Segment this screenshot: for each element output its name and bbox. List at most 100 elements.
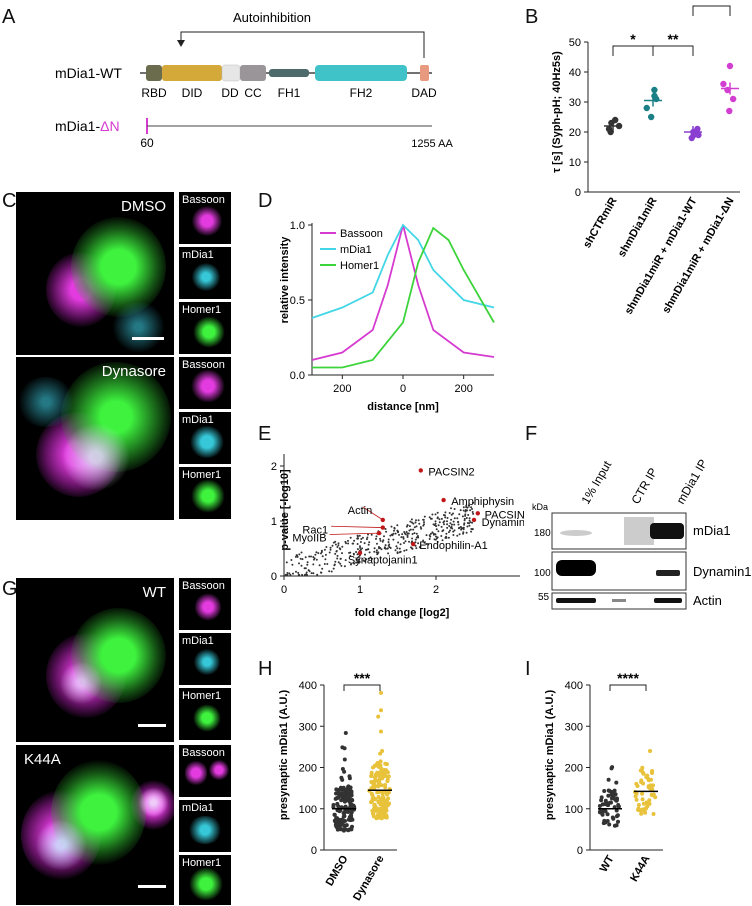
chart-e-point: [411, 540, 413, 543]
chart-e-point: [413, 526, 416, 529]
chart-e-point: [461, 515, 464, 518]
domain-label-dd: DD: [221, 86, 239, 100]
chart-point: [346, 810, 351, 814]
chart-e-point: [435, 535, 437, 538]
chart-e-point: [339, 562, 342, 565]
chart-e: p-value [-log10] 00 1 1 2 2 PACSIN2 Amphiphys…: [271, 454, 524, 619]
chart-point: [634, 797, 639, 802]
chart-e-xtick-label: 0: [281, 584, 287, 596]
chart-e-point: [376, 552, 379, 555]
chart-point: [332, 812, 337, 817]
chart-e-point: [446, 520, 448, 523]
chart-point: [611, 816, 616, 821]
chart-e-ytick-label: 1: [271, 516, 277, 528]
condition-label-dmso: DMSO: [121, 198, 166, 215]
chart-point: [606, 788, 611, 793]
chart-e-point: [396, 530, 399, 533]
band-label-dynamin1: Dynamin1: [693, 564, 752, 579]
chart-e-point: [356, 556, 359, 559]
chart-point: [606, 801, 611, 806]
chart-ytick-label: 200: [299, 763, 317, 775]
chart-b-point: [643, 104, 650, 112]
chart-point: [636, 807, 641, 812]
chart-e-point: [415, 525, 418, 528]
domain-fh1: [269, 69, 309, 77]
chart-e-point: [285, 561, 288, 564]
chart-point: [339, 798, 344, 803]
chart-point: [384, 813, 389, 818]
chart-e-point: [360, 538, 363, 540]
chart-e-point: [444, 511, 447, 514]
chart-e-point: [328, 570, 331, 573]
chart-e-point: [332, 567, 335, 570]
chart-point: [603, 798, 608, 803]
chart-e-point: [415, 532, 418, 535]
chart-e-point: [470, 530, 473, 533]
chart-e-point: [442, 521, 445, 524]
chart-e-point: [464, 509, 467, 511]
chart-e-point: [315, 558, 318, 561]
chart-e-point: [359, 546, 362, 549]
chart-point: [375, 790, 380, 795]
chart-e-point: [381, 540, 384, 543]
chart-e-point: [436, 537, 438, 540]
chart-e-point: [379, 539, 382, 542]
chart-e-point: [406, 532, 409, 535]
chart-e-point: [375, 537, 377, 540]
chart-e-point: [336, 546, 339, 548]
chart-e-point: [336, 557, 339, 560]
chart-point: [344, 823, 349, 828]
chart-e-point: [419, 526, 422, 529]
chart-e-point: [358, 534, 361, 537]
chart-e-point: [412, 528, 415, 531]
chart-e-xtick-label: 1: [357, 584, 363, 596]
chart-e-point: [468, 517, 471, 520]
kda-label: kDa: [532, 502, 548, 512]
condition-label-dynasore: Dynasore: [101, 363, 166, 380]
chart-e-point: [304, 556, 307, 559]
chart-e-point: [355, 561, 358, 564]
chart-point: [340, 767, 345, 771]
scale-bar: [138, 724, 166, 727]
chart-e-point: [356, 553, 359, 556]
chart-e-point: [392, 538, 395, 541]
chart-e-point: [430, 532, 432, 535]
chart-e-point: [310, 572, 313, 575]
chart-e-hit: [357, 550, 363, 556]
chart-point: [347, 774, 352, 779]
chart-point: [614, 780, 619, 785]
chart-point: [651, 783, 655, 788]
micrograph-k44a: K44A: [16, 745, 174, 905]
chart-e-point: [423, 515, 426, 518]
chart-h-ylabel: presynaptic mDia1 (A.U.): [278, 690, 290, 821]
chart-e-point: [384, 528, 387, 530]
chart-e-point: [393, 529, 395, 532]
chart-point: [641, 771, 646, 776]
chart-e-point: [425, 534, 428, 537]
chart-sig-label: ****: [617, 670, 639, 686]
chart-e-point: [422, 524, 425, 527]
chart-e-point: [326, 563, 329, 565]
chart-point: [369, 786, 374, 791]
thumb-g2-homer1: Homer1: [179, 855, 231, 905]
chart-point: [639, 768, 644, 773]
chart-ytick-label: 100: [565, 804, 583, 816]
chart-e-point: [398, 547, 401, 550]
chart-e-point: [468, 522, 470, 525]
chart-e-point: [304, 567, 307, 570]
chart-point: [383, 785, 388, 790]
micrograph-wt: WT: [16, 578, 174, 742]
chart-ytick-label: 0: [577, 845, 583, 857]
chart-point: [600, 812, 605, 817]
thumb-c1-bassoon: Bassoon: [179, 192, 231, 244]
chart-e-point: [349, 555, 352, 557]
chart-d-series-line: [312, 226, 495, 369]
lane-label-input: 1% Input: [578, 458, 614, 507]
panel-letter-a: A: [2, 6, 16, 28]
chart-e-point: [465, 506, 468, 508]
chart-e-point: [462, 506, 465, 509]
chart-point: [370, 793, 375, 798]
chart-e-hit-label: Actin: [348, 505, 372, 517]
chart-point: [379, 783, 384, 788]
chart-d-legend-label: Homer1: [340, 260, 379, 272]
